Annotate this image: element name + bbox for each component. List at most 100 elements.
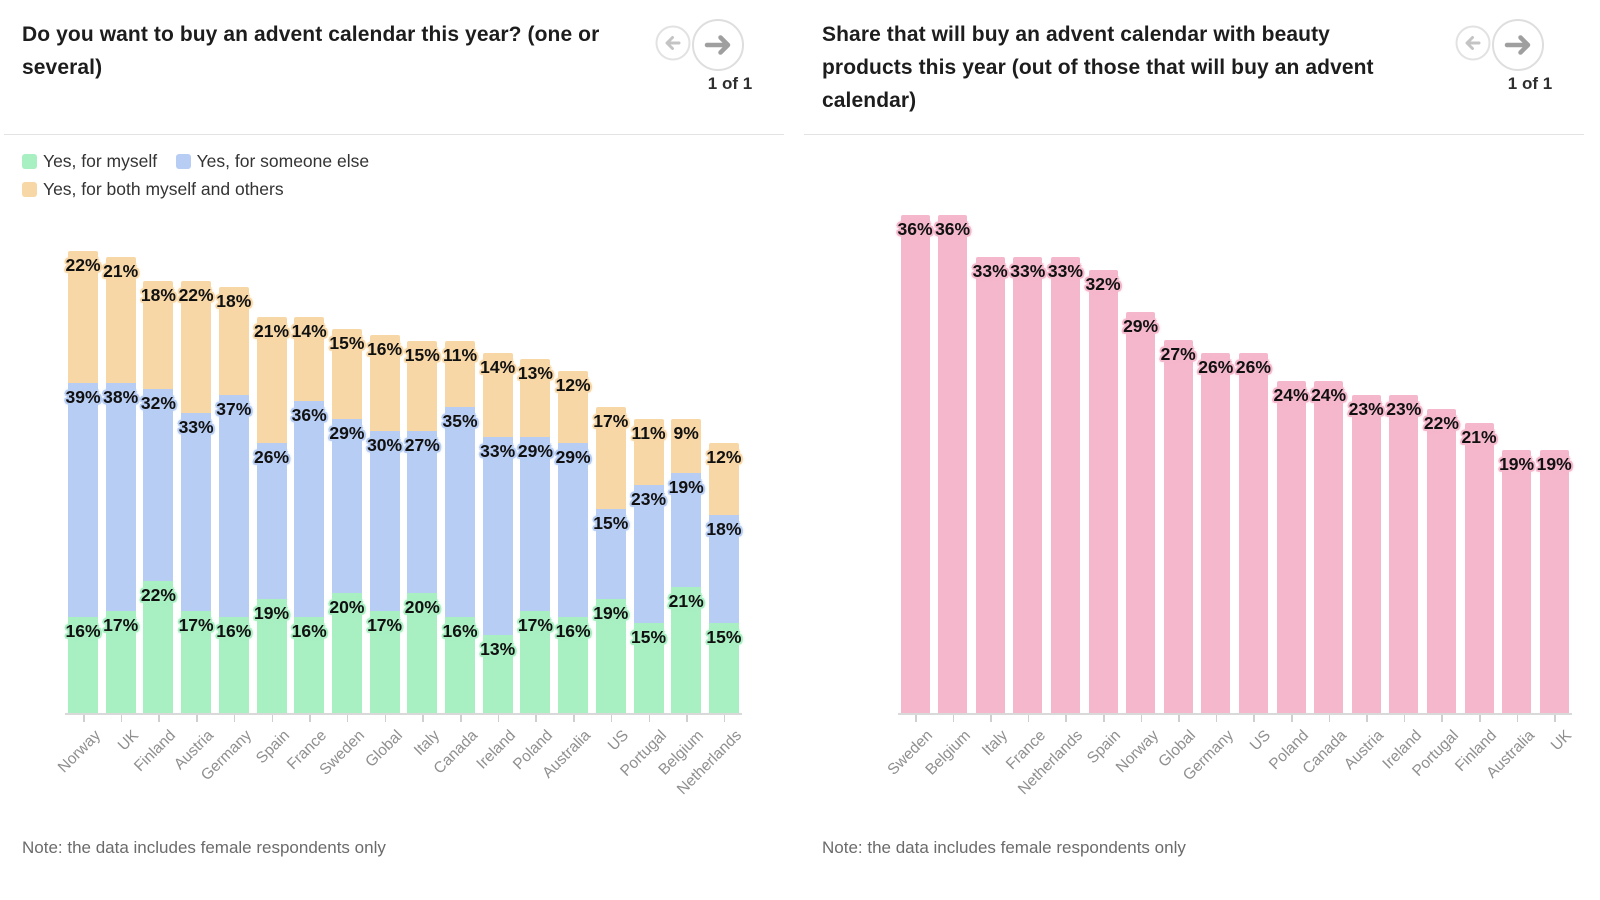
bar-segment xyxy=(708,515,739,623)
axis-tick xyxy=(723,715,726,722)
axis-tick xyxy=(309,715,311,722)
bar-segment xyxy=(633,485,664,623)
bar-segment xyxy=(294,317,325,401)
bar-segment xyxy=(105,383,136,611)
previous-chart-button[interactable] xyxy=(1455,25,1491,66)
bar-segment xyxy=(181,413,212,611)
bar-segment xyxy=(407,593,438,713)
bar-segment xyxy=(633,419,664,485)
axis-tick xyxy=(1027,715,1030,722)
pagination-nav: 1 of 1 xyxy=(1440,0,1580,110)
axis-tick xyxy=(1366,715,1368,722)
axis-tick xyxy=(573,715,575,722)
axis-tick xyxy=(952,715,955,722)
bar-segment xyxy=(105,257,136,383)
bar-plot-area: 36% Sweden 36% Belgium 33% Italy 33% France 33% N… xyxy=(800,0,1600,900)
axis-baseline xyxy=(897,713,1572,715)
bar-segment xyxy=(633,623,664,713)
chart-note: Note: the data includes female responden… xyxy=(22,838,386,857)
axis-tick xyxy=(196,715,198,722)
next-chart-button[interactable] xyxy=(691,18,745,77)
bar-segment xyxy=(671,473,702,587)
bar-segment xyxy=(520,437,551,611)
bar xyxy=(938,215,968,713)
bar-segment xyxy=(256,443,287,599)
axis-tick xyxy=(990,715,992,722)
page-title: Do you want to buy an advent calendar th… xyxy=(22,23,600,79)
axis-tick xyxy=(1253,715,1255,722)
axis-tick xyxy=(497,715,500,722)
legend-label: Yes, for both myself and others xyxy=(43,179,284,199)
header-divider xyxy=(4,134,784,135)
left-chart-panel: Do you want to buy an advent calendar th… xyxy=(4,18,784,857)
axis-tick xyxy=(1103,715,1105,722)
bar xyxy=(1050,256,1080,713)
axis-tick xyxy=(1479,715,1481,722)
page-title: Share that will buy an advent calendar w… xyxy=(822,23,1374,112)
bar-segment xyxy=(218,395,249,617)
stacked-bar-plot-area: 16% 39% 22% Norway 17% 38% 21% UK 22% 32% 18% Finla… xyxy=(55,251,745,798)
bar xyxy=(900,215,930,713)
legend-item-myself: Yes, for myself xyxy=(22,148,157,176)
bar xyxy=(1426,408,1456,713)
legend-swatch-orange xyxy=(22,182,37,197)
legend-swatch-blue xyxy=(175,154,191,169)
bar-segment xyxy=(520,611,551,713)
bar xyxy=(1013,256,1043,713)
bar xyxy=(1314,381,1344,713)
bar-segment xyxy=(520,359,551,437)
bar-segment xyxy=(671,587,702,713)
bar xyxy=(1389,394,1419,713)
axis-tick xyxy=(158,715,160,722)
arrow-right-icon xyxy=(1492,19,1544,71)
bar-segment xyxy=(558,617,589,713)
bar-segment xyxy=(445,407,475,617)
bar-segment xyxy=(331,419,362,593)
axis-tick xyxy=(384,715,387,722)
bar-segment xyxy=(331,593,362,713)
bar-segment xyxy=(369,335,400,431)
axis-tick xyxy=(346,715,349,722)
bar-segment xyxy=(671,419,702,473)
bar-segment xyxy=(68,617,98,713)
axis-tick xyxy=(1328,715,1331,722)
axis-tick xyxy=(686,715,688,722)
bar-segment xyxy=(445,617,475,713)
bar-segment xyxy=(105,611,136,713)
bar-segment xyxy=(595,509,626,599)
axis-baseline xyxy=(65,713,742,715)
axis-tick xyxy=(271,715,273,722)
pagination-count: 1 of 1 xyxy=(707,74,753,93)
axis-tick xyxy=(83,715,85,722)
bar-segment xyxy=(558,371,589,443)
bar-segment xyxy=(294,617,325,713)
bar-segment xyxy=(218,287,249,395)
bar xyxy=(1502,450,1532,713)
bar-segment xyxy=(482,635,513,713)
header-divider xyxy=(804,134,1584,135)
axis-tick xyxy=(422,715,424,722)
legend-item-someone-else: Yes, for someone else xyxy=(175,148,369,176)
previous-chart-button[interactable] xyxy=(655,25,691,66)
bar-segment xyxy=(68,251,98,383)
bar xyxy=(1238,353,1268,713)
axis-tick xyxy=(610,715,613,722)
bar-segment xyxy=(407,431,438,593)
axis-tick xyxy=(460,715,462,722)
bar xyxy=(1351,394,1381,713)
bar-segment xyxy=(369,431,400,611)
axis-tick xyxy=(1516,715,1519,722)
legend-swatch-green xyxy=(22,154,37,169)
bar-segment xyxy=(143,281,174,389)
bar-segment xyxy=(482,437,513,635)
axis-tick xyxy=(648,715,650,722)
bar xyxy=(1201,353,1231,713)
bar-segment xyxy=(256,599,287,713)
legend-label: Yes, for myself xyxy=(43,151,158,171)
bar-segment xyxy=(595,407,626,509)
legend: Yes, for myself Yes, for someone else Ye… xyxy=(22,148,582,204)
next-chart-button[interactable] xyxy=(1491,18,1545,77)
right-chart-panel: Share that will buy an advent calendar w… xyxy=(800,0,1600,900)
bar-segment xyxy=(143,581,174,713)
bar xyxy=(975,256,1005,713)
